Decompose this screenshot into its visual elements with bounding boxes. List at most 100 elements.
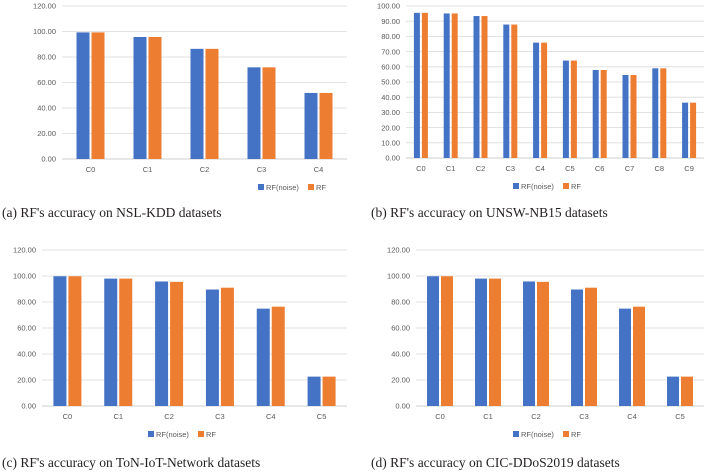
x-tick-label: C9 — [684, 164, 694, 173]
x-tick-label: C0 — [86, 165, 96, 174]
y-tick-label: 0.00 — [385, 154, 400, 163]
x-tick-label: C3 — [215, 412, 225, 421]
y-tick-label: 10.00 — [381, 139, 400, 148]
x-tick-label: C2 — [531, 412, 541, 421]
x-tick-label: C4 — [627, 412, 637, 421]
y-tick-label: 20.00 — [391, 376, 410, 385]
x-tick-label: C1 — [143, 165, 153, 174]
y-tick-label: 40.00 — [381, 93, 400, 102]
bar-rf-noise-c1 — [475, 278, 487, 406]
x-tick-label: C0 — [416, 164, 426, 173]
bar-rf-c1 — [451, 13, 458, 159]
y-tick-label: 100.00 — [13, 272, 36, 281]
bar-rf-noise-c5 — [562, 60, 569, 158]
bar-rf-noise-c2 — [523, 281, 535, 406]
y-tick-label: 50.00 — [381, 78, 400, 87]
x-tick-label: C2 — [476, 164, 486, 173]
x-tick-label: C6 — [595, 164, 605, 173]
bar-rf-c5 — [322, 376, 336, 406]
x-tick-label: C3 — [506, 164, 516, 173]
bar-rf-c3 — [585, 287, 597, 406]
y-tick-label: 30.00 — [381, 108, 400, 117]
x-tick-label: C0 — [435, 412, 445, 421]
bar-rf-c4 — [271, 306, 285, 406]
bar-rf-noise-c2 — [473, 16, 480, 159]
y-tick-label: 0.00 — [21, 402, 36, 411]
x-tick-label: C5 — [317, 412, 327, 421]
bar-rf-noise-c5 — [307, 376, 321, 406]
y-tick-label: 40.00 — [391, 350, 410, 359]
bar-rf-c5 — [681, 376, 693, 406]
bar-rf-c4 — [633, 306, 645, 406]
x-tick-label: C4 — [314, 165, 324, 174]
bar-rf-c2 — [537, 281, 549, 406]
legend-swatch-rf — [198, 431, 204, 437]
y-tick-label: 80.00 — [381, 32, 400, 41]
legend-swatch-rf-noise — [513, 431, 519, 437]
bar-rf-noise-c3 — [247, 67, 261, 159]
legend-label: RF(noise) — [156, 430, 189, 439]
bar-rf-c4 — [319, 92, 333, 159]
chart-caption: (d) RF's accuracy on CIC-DDoS2019 datase… — [371, 455, 620, 470]
y-tick-label: 20.00 — [381, 123, 400, 132]
x-tick-label: C3 — [257, 165, 267, 174]
bar-rf-noise-c2 — [190, 48, 204, 160]
bar-rf-c8 — [660, 68, 667, 158]
bar-rf-noise-c2 — [155, 281, 169, 406]
bar-rf-noise-c0 — [427, 276, 439, 406]
legend-label: RF — [571, 182, 581, 191]
legend-swatch-rf-noise — [148, 431, 154, 437]
legend-label: RF — [571, 430, 581, 439]
bar-rf-c2 — [170, 281, 184, 406]
bar-rf-c0 — [441, 276, 453, 406]
bar-rf-noise-c9 — [682, 102, 689, 158]
chart-caption: (a) RF's accuracy on NSL-KDD datasets — [2, 205, 222, 220]
bar-rf-c4 — [541, 42, 548, 158]
bar-rf-noise-c1 — [133, 36, 147, 159]
y-tick-label: 100.00 — [377, 2, 400, 11]
bar-rf-noise-c3 — [205, 289, 219, 406]
bar-rf-c9 — [690, 102, 697, 158]
y-tick-label: 120.00 — [13, 246, 36, 255]
bar-rf-c0 — [91, 32, 105, 159]
chart-panel-c: 0.00 20.00 40.00 60.00 80.00 100.00 120.00 C0 C1… — [2, 246, 347, 470]
chart-panel-b: 0.00 10.00 20.00 30.00 40.00 50.00 60.00 70.00 8… — [371, 2, 704, 220]
y-tick-label: 60.00 — [391, 324, 410, 333]
bar-rf-c3 — [511, 24, 518, 158]
chart-panel-a: 0.00 20.00 40.00 60.00 80.00 100.00 120.00 C0 C1… — [2, 2, 347, 220]
x-tick-label: C2 — [200, 165, 210, 174]
x-tick-label: C2 — [164, 412, 174, 421]
y-tick-label: 80.00 — [17, 298, 36, 307]
bar-rf-c2 — [205, 48, 219, 160]
bar-rf-c3 — [220, 287, 234, 406]
x-tick-label: C4 — [266, 412, 276, 421]
legend-label: RF(noise) — [266, 183, 299, 192]
y-tick-label: 120.00 — [387, 246, 410, 255]
bar-rf-noise-c0 — [53, 276, 67, 406]
legend-swatch-rf — [308, 184, 314, 190]
x-tick-label: C1 — [113, 412, 123, 421]
y-tick-label: 0.00 — [41, 155, 56, 164]
x-tick-label: C5 — [565, 164, 575, 173]
chart-panel-d: 0.00 20.00 40.00 60.00 80.00 100.00 120.00 C0 C1… — [371, 246, 704, 470]
y-tick-label: 100.00 — [33, 27, 56, 36]
bar-rf-noise-c4 — [256, 308, 270, 406]
x-tick-label: C7 — [625, 164, 635, 173]
y-tick-label: 120.00 — [33, 2, 56, 11]
y-tick-label: 80.00 — [37, 53, 56, 62]
chart-caption: (b) RF's accuracy on UNSW-NB15 datasets — [371, 205, 608, 220]
bar-rf-c5 — [570, 60, 577, 158]
bar-rf-noise-c0 — [76, 32, 90, 159]
legend-swatch-rf — [563, 183, 569, 189]
x-tick-label: C1 — [446, 164, 456, 173]
x-tick-label: C1 — [483, 412, 493, 421]
bar-rf-noise-c1 — [443, 13, 450, 159]
bar-rf-c2 — [481, 16, 488, 159]
legend-label: RF — [316, 183, 326, 192]
x-tick-label: C4 — [535, 164, 545, 173]
y-tick-label: 20.00 — [17, 376, 36, 385]
bar-rf-noise-c5 — [667, 376, 679, 406]
y-tick-label: 0.00 — [395, 402, 410, 411]
y-tick-label: 80.00 — [391, 298, 410, 307]
